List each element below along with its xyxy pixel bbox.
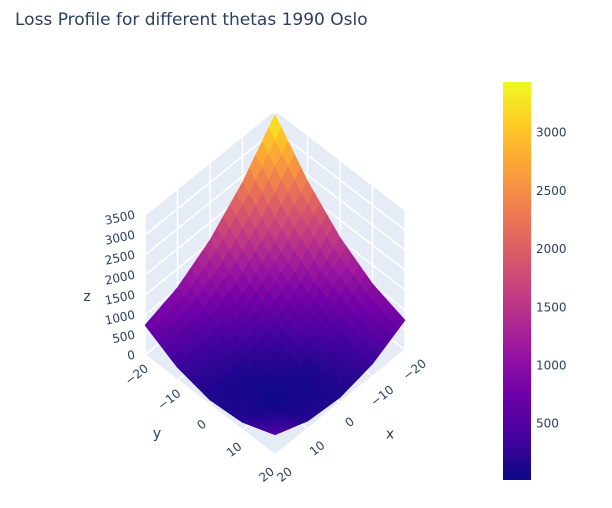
surface <box>144 114 406 436</box>
colorbar-tick-label: 2500 <box>536 184 567 198</box>
colorbar-tick-label: 2000 <box>536 242 567 256</box>
z-tick-label: 1500 <box>104 288 137 308</box>
z-tick-label: 3500 <box>104 208 137 228</box>
x-axis-title: x <box>386 427 394 443</box>
grid-line <box>274 109 406 211</box>
z-tick-label: 1000 <box>104 308 137 328</box>
surface-patch <box>268 429 282 436</box>
x-tick-label: −10 <box>368 383 397 410</box>
z-tick-label: 500 <box>111 328 136 346</box>
colorbar-tick-label: 500 <box>536 417 559 431</box>
x-tick-label: 20 <box>274 464 295 484</box>
z-tick-label: 2000 <box>104 268 137 288</box>
y-tick-label: 20 <box>256 464 277 484</box>
colorbar-tick-label: 1500 <box>536 300 567 314</box>
y-axis-title: y <box>153 426 161 442</box>
chart-title: Loss Profile for different thetas 1990 O… <box>15 10 368 30</box>
colorbar-tick-label: 3000 <box>536 126 567 140</box>
grid-line <box>274 129 406 231</box>
grid-line <box>144 129 276 236</box>
z-tick-label: 0 <box>126 348 136 363</box>
y-tick-label: 0 <box>194 417 209 433</box>
z-axis-title: z <box>83 289 90 305</box>
x-tick-label: 0 <box>342 414 357 430</box>
y-tick-label: 10 <box>224 439 245 459</box>
colorbar <box>503 82 531 480</box>
grid-line <box>274 349 406 456</box>
z-tick-label: 3000 <box>104 228 137 248</box>
grid-line <box>144 109 276 216</box>
x-tick-label: −20 <box>400 356 429 383</box>
colorbar-tick-label: 1000 <box>536 358 567 372</box>
y-tick-label: −10 <box>155 386 184 413</box>
z-tick-label: 2500 <box>104 248 137 268</box>
y-tick-label: −20 <box>122 361 151 388</box>
x-tick-label: 10 <box>307 438 328 458</box>
